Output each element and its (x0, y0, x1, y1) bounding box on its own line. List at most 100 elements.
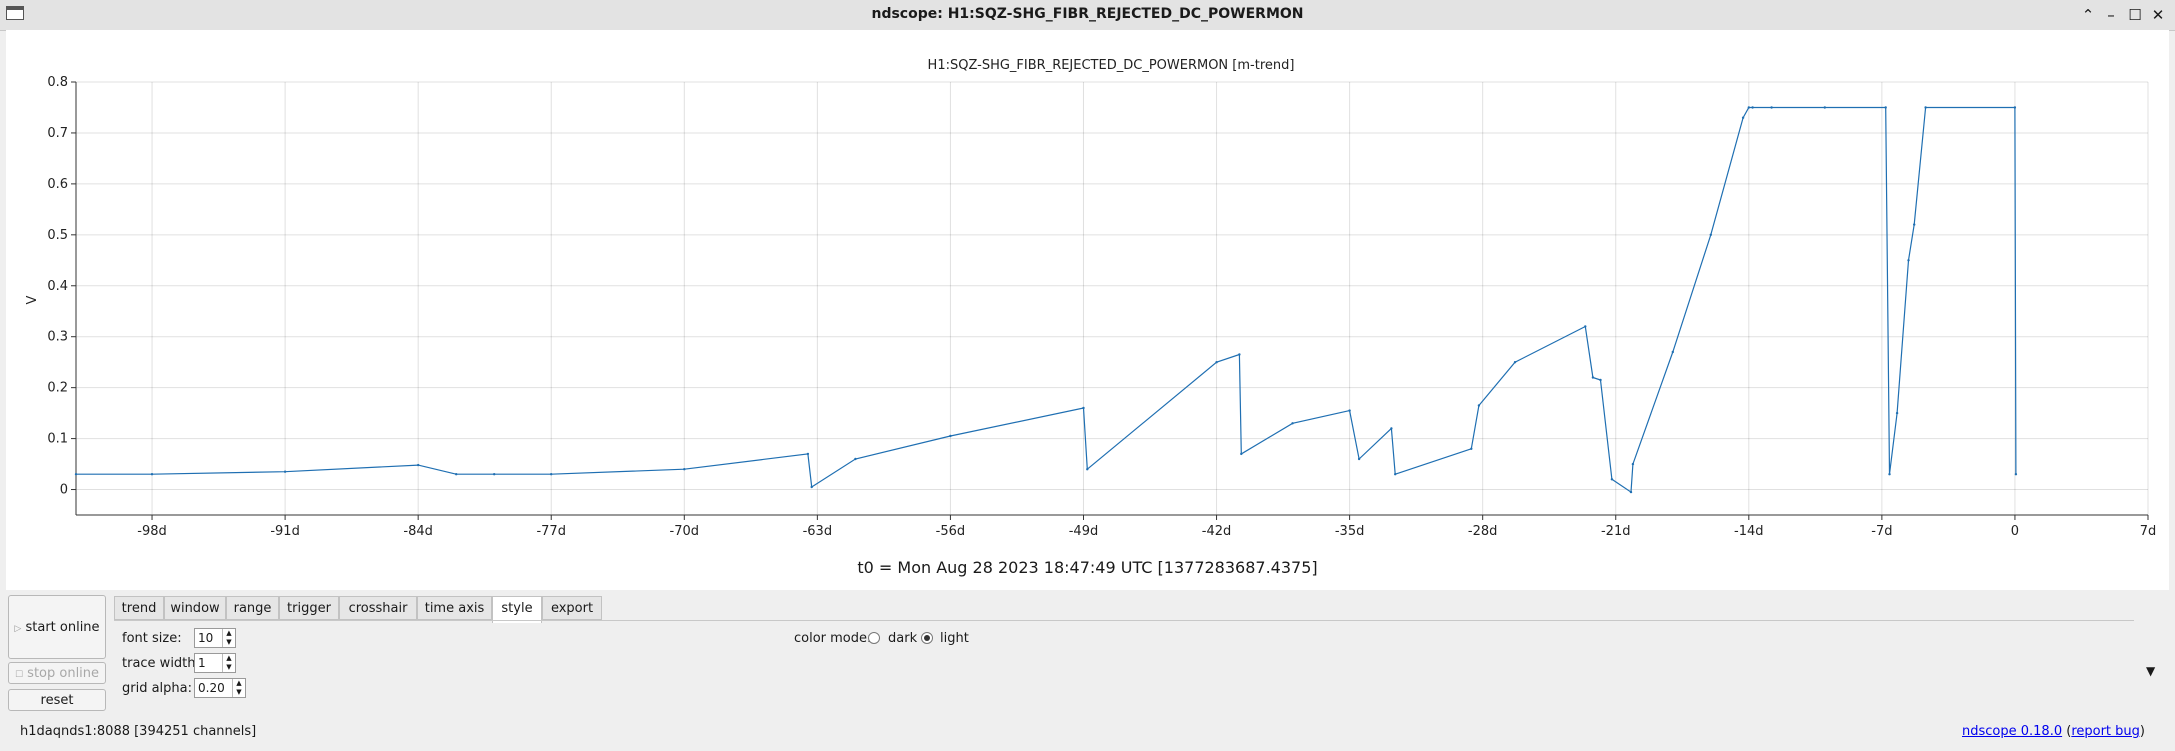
trace-point (1390, 427, 1393, 430)
plot-title: H1:SQZ-SHG_FIBR_REJECTED_DC_POWERMON [m-… (928, 58, 1295, 73)
paren-open: ( (2066, 724, 2072, 739)
tab-divider (114, 620, 2134, 621)
version-link[interactable]: ndscope 0.18.0 (1962, 724, 2063, 739)
tab-trigger[interactable]: trigger (279, 596, 339, 620)
x-tick-label: -14d (1734, 524, 1764, 539)
trace-point (1709, 233, 1713, 236)
reset-button[interactable]: reset (8, 689, 106, 711)
footer-links: ndscope 0.18.0 (report bug) (1962, 724, 2145, 739)
trace-point (1913, 223, 1916, 226)
trace-point (550, 473, 553, 476)
tab-crosshair[interactable]: crosshair (339, 596, 417, 620)
trace-point (683, 468, 686, 471)
grid-alpha-label: grid alpha: (122, 681, 193, 696)
tab-trend[interactable]: trend (114, 596, 164, 620)
trace-point (1584, 325, 1587, 328)
trace-point (1082, 406, 1085, 410)
y-axis-ticks: 0 0.1 0.2 0.3 0.4 0.5 0.6 0.7 0.8 (47, 75, 76, 498)
trace-point (1215, 361, 1218, 364)
trace-width-spinbox[interactable]: 1 ▲ ▼ (194, 653, 236, 673)
y-tick-label: 0.1 (47, 432, 68, 447)
x-tick-label: -77d (536, 524, 566, 539)
x-tick-label: -21d (1601, 524, 1631, 539)
trace-point (1238, 353, 1241, 356)
close-icon[interactable]: ✕ (2151, 6, 2165, 24)
light-mode-radio[interactable] (921, 632, 933, 644)
y-tick-label: 0.4 (47, 279, 68, 294)
trace (74, 106, 2018, 494)
y-tick-label: 0.5 (47, 228, 68, 243)
keep-above-icon[interactable]: ⌃ (2081, 6, 2095, 24)
trace-point (1741, 116, 1745, 119)
tab-range[interactable]: range (226, 596, 279, 620)
light-mode-label: light (940, 631, 969, 646)
trend-plot[interactable]: H1:SQZ-SHG_FIBR_REJECTED_DC_POWERMON [m-… (6, 30, 2169, 558)
tab-style[interactable]: style (492, 596, 542, 623)
trace-point (806, 452, 810, 456)
expand-arrow-icon[interactable]: ▼ (2146, 664, 2156, 678)
trace-point (1240, 452, 1243, 456)
trace-point (2014, 473, 2018, 476)
trace-point (1823, 106, 1827, 109)
trace-line (76, 106, 2017, 494)
trace-point (283, 470, 287, 473)
minimize-icon[interactable]: – (2107, 6, 2115, 24)
x-tick-label: -98d (137, 524, 167, 539)
stop-online-button[interactable]: ☐ stop online (8, 662, 106, 684)
play-icon: ▷ (14, 624, 22, 634)
plot-panel[interactable]: H1:SQZ-SHG_FIBR_REJECTED_DC_POWERMON [m-… (6, 30, 2169, 590)
trace-point (1591, 376, 1595, 379)
y-tick-label: 0.8 (47, 75, 68, 90)
control-panel: ▷ start online ☐ stop online reset trend… (0, 590, 2175, 720)
app-window-icon (6, 6, 24, 20)
trace-point (1907, 259, 1910, 262)
trace-point (1086, 468, 1089, 471)
x-tick-label: -63d (803, 524, 833, 539)
tab-window[interactable]: window (164, 596, 226, 620)
x-tick-label: -35d (1335, 524, 1365, 539)
grid (76, 81, 2149, 515)
spin-arrows-icon[interactable]: ▲ ▼ (222, 654, 235, 672)
trace-point (455, 473, 458, 476)
report-bug-link[interactable]: report bug (2071, 724, 2140, 739)
start-online-label: start online (25, 620, 100, 635)
trace-point (1610, 478, 1614, 481)
axes (75, 82, 2148, 516)
x-tick-label: 7d (2140, 524, 2157, 539)
trace-point (2013, 106, 2017, 109)
status-bar: h1daqnds1:8088 [394251 channels] (20, 724, 257, 739)
x-tick-label: -42d (1202, 524, 1232, 539)
trace-point (1631, 462, 1635, 466)
spin-arrows-icon[interactable]: ▲ ▼ (232, 679, 245, 697)
trace-point (1895, 411, 1899, 415)
grid-alpha-value: 0.20 (198, 681, 225, 695)
y-tick-label: 0 (60, 483, 68, 498)
trace-point (1513, 361, 1517, 364)
maximize-icon[interactable]: ☐ (2128, 6, 2142, 24)
y-tick-label: 0.6 (47, 177, 68, 192)
window-title: ndscope: H1:SQZ-SHG_FIBR_REJECTED_DC_POW… (871, 6, 1304, 22)
font-size-label: font size: (122, 631, 182, 646)
start-online-button[interactable]: ▷ start online (8, 595, 106, 659)
x-tick-label: -84d (403, 524, 433, 539)
grid-alpha-spinbox[interactable]: 0.20 ▲ ▼ (194, 678, 246, 698)
font-size-value: 10 (198, 631, 214, 645)
trace-point (1671, 350, 1675, 354)
x-tick-label: -91d (270, 524, 300, 539)
trace-point (150, 473, 154, 476)
dark-mode-radio[interactable] (868, 632, 880, 644)
y-tick-label: 0.7 (47, 126, 68, 141)
trace-point (1888, 473, 1891, 476)
tab-export[interactable]: export (542, 596, 602, 620)
font-size-spinbox[interactable]: 10 ▲ ▼ (194, 628, 236, 648)
trace-point (1599, 378, 1602, 382)
trace-point (1747, 106, 1751, 109)
trace-point (949, 434, 952, 438)
tab-time-axis[interactable]: time axis (417, 596, 492, 620)
spin-arrows-icon[interactable]: ▲ ▼ (222, 629, 235, 647)
trace-point (1348, 409, 1351, 412)
x-tick-label: -70d (670, 524, 700, 539)
x-axis-ticks: -98d -91d -84d -77d -70d -63d -56d -49d -42d -35d… (137, 515, 2156, 539)
x-tick-label: 0 (2011, 524, 2019, 539)
y-axis-label: V (25, 295, 40, 304)
